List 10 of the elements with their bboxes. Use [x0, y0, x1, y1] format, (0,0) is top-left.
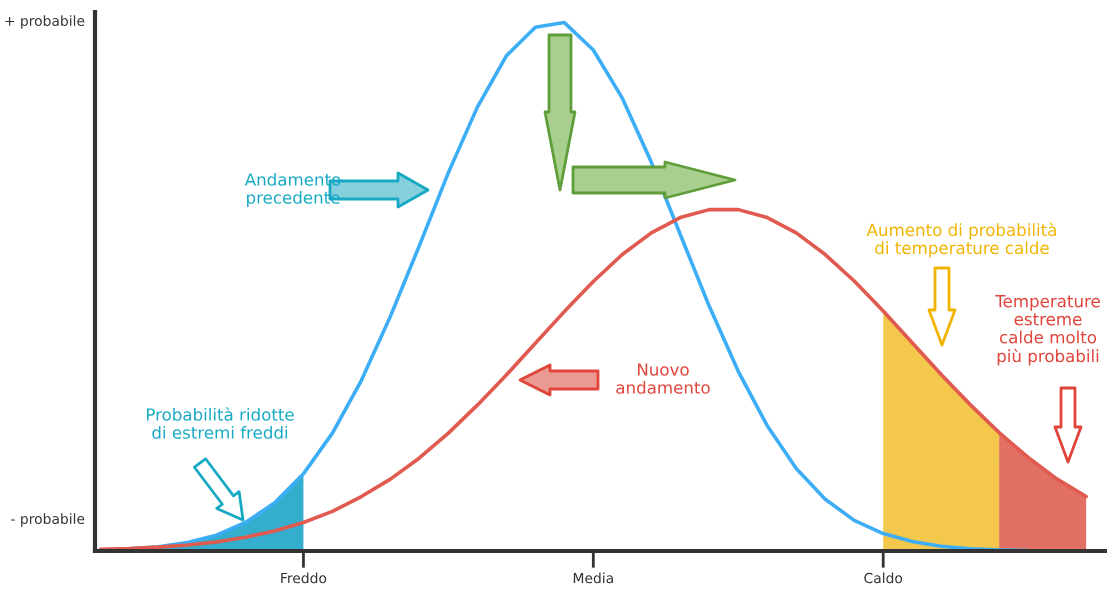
x-tick-label: Media [573, 572, 613, 584]
annotation: Probabilità ridotte di estremi freddi [146, 407, 294, 439]
x-tick-label: Freddo [281, 572, 327, 584]
annotation: Temperature estreme calde molto più probabili [995, 295, 1100, 366]
text: - probabile [11, 513, 85, 527]
text: + probabile [5, 15, 85, 29]
annotation: Nuovo andamento [616, 363, 710, 394]
annotation: Andamento precedente [244, 172, 341, 208]
x-tick-label: Caldo [864, 572, 903, 584]
annotation: Aumento di probabilità di temperature calde [866, 222, 1056, 258]
